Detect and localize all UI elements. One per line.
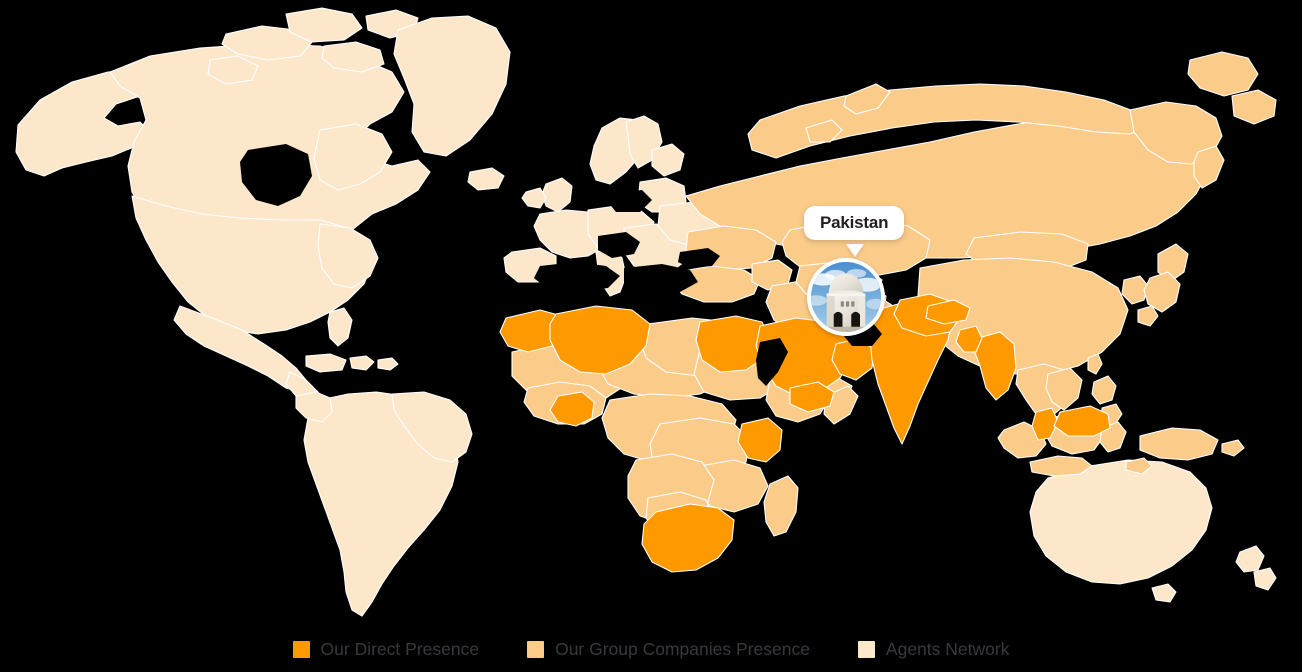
region-group-group-companies bbox=[671, 51, 1277, 477]
region-group-direct-presence bbox=[499, 293, 1111, 573]
pakistan-map-marker[interactable]: Pakistan bbox=[795, 206, 915, 341]
legend-label-group-companies: Our Group Companies Presence bbox=[555, 638, 810, 659]
region-group-agents-network bbox=[15, 7, 1277, 617]
legend-label-direct-presence: Our Direct Presence bbox=[320, 638, 480, 659]
tooltip-pointer-icon bbox=[846, 244, 864, 257]
map-canvas[interactable] bbox=[0, 0, 1302, 620]
mazar-e-quaid-photo bbox=[811, 262, 881, 332]
direct-presence-swatch bbox=[292, 640, 310, 658]
legend-item-agents-network[interactable]: Agents Network bbox=[857, 638, 1010, 659]
legend-item-group-companies[interactable]: Our Group Companies Presence bbox=[527, 638, 810, 659]
map-legend: Our Direct Presence Our Group Companies … bbox=[0, 638, 1302, 665]
marker-tooltip[interactable]: Pakistan bbox=[804, 206, 905, 240]
agents-network-swatch bbox=[857, 640, 875, 658]
marker-tooltip-label: Pakistan bbox=[820, 213, 889, 232]
marker-photo-thumbnail[interactable] bbox=[807, 258, 885, 336]
legend-label-agents-network: Agents Network bbox=[885, 638, 1010, 659]
world-map-svg bbox=[15, 7, 1277, 617]
legend-item-direct-presence[interactable]: Our Direct Presence bbox=[292, 638, 480, 659]
group-companies-swatch bbox=[527, 640, 545, 658]
